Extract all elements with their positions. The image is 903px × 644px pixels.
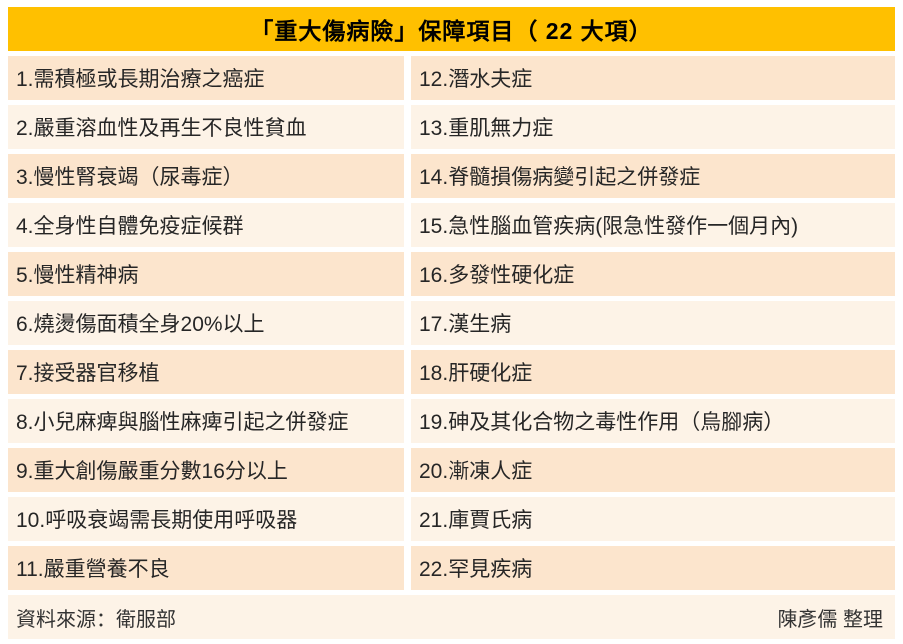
table-cell: 16.多發性硬化症 <box>411 252 895 296</box>
table-cell: 13.重肌無力症 <box>411 105 895 149</box>
table-cell: 5.慢性精神病 <box>8 252 404 296</box>
table-cell: 3.慢性腎衰竭（尿毒症） <box>8 154 404 198</box>
table-cell: 21.庫賈氏病 <box>411 497 895 541</box>
table-cell: 18.肝硬化症 <box>411 350 895 394</box>
table-cell: 14.脊髓損傷病變引起之併發症 <box>411 154 895 198</box>
table-cell: 8.小兒麻痺與腦性麻痺引起之併發症 <box>8 399 404 443</box>
table-cell: 11.嚴重營養不良 <box>8 546 404 590</box>
table-cell: 20.漸凍人症 <box>411 448 895 492</box>
table-cell: 9.重大創傷嚴重分數16分以上 <box>8 448 404 492</box>
table-title-bar: 「重大傷病險」保障項目（ 22 大項） <box>8 7 895 51</box>
footer-row: 資料來源：衛服部 陳彥儒 整理 <box>8 595 895 639</box>
credit-label: 陳彥儒 整理 <box>777 608 883 631</box>
table-cell: 2.嚴重溶血性及再生不良性貧血 <box>8 105 404 149</box>
table-cell: 22.罕見疾病 <box>411 546 895 590</box>
benefits-table: 1.需積極或長期治療之癌症 12.潛水夫症 2.嚴重溶血性及再生不良性貧血 13.重肌… <box>8 56 895 590</box>
table-cell: 7.接受器官移植 <box>8 350 404 394</box>
table-cell: 15.急性腦血管疾病(限急性發作一個月內) <box>411 203 895 247</box>
table-cell: 19.砷及其化合物之毒性作用（烏腳病） <box>411 399 895 443</box>
table-cell: 17.漢生病 <box>411 301 895 345</box>
table-cell: 6.燒燙傷面積全身20%以上 <box>8 301 404 345</box>
table-cell: 4.全身性自體免疫症候群 <box>8 203 404 247</box>
table-cell: 1.需積極或長期治療之癌症 <box>8 56 404 100</box>
page-title: 「重大傷病險」保障項目（ 22 大項） <box>250 18 653 44</box>
table-cell: 10.呼吸衰竭需長期使用呼吸器 <box>8 497 404 541</box>
source-label: 資料來源：衛服部 <box>16 608 176 631</box>
table-cell: 12.潛水夫症 <box>411 56 895 100</box>
